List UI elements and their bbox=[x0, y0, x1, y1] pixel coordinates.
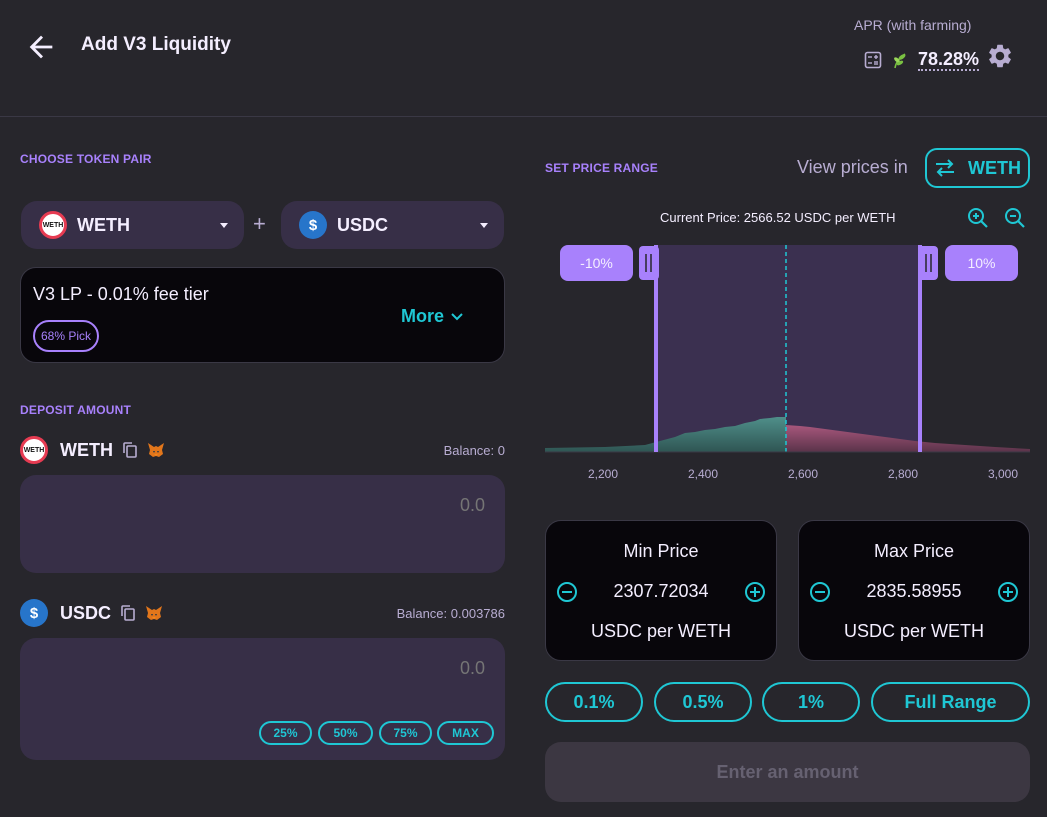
max-price-card: Max Price USDC per WETH bbox=[798, 520, 1030, 661]
min-decrement-icon[interactable] bbox=[556, 581, 578, 603]
apr-label: APR (with farming) bbox=[854, 17, 972, 33]
range-1-percent-button[interactable]: 1% bbox=[762, 682, 860, 722]
token-a-name: WETH bbox=[77, 214, 130, 235]
fee-tier-title: V3 LP - 0.01% fee tier bbox=[33, 284, 209, 304]
selected-range-area bbox=[656, 245, 920, 452]
max-price-input[interactable] bbox=[839, 581, 989, 602]
min-price-unit: USDC per WETH bbox=[590, 621, 731, 641]
choose-token-pair-label: CHOOSE TOKEN PAIR bbox=[20, 152, 152, 166]
max-price-unit: USDC per WETH bbox=[843, 621, 984, 641]
token-b-balance: Balance: 0.003786 bbox=[396, 606, 505, 621]
token-b-name: USDC bbox=[337, 214, 389, 235]
set-price-range-label: SET PRICE RANGE bbox=[545, 161, 659, 175]
axis-tick: 2,600 bbox=[788, 467, 818, 481]
deposit-token-b-row: $ USDC bbox=[20, 599, 163, 627]
metamask-fox-icon[interactable] bbox=[147, 441, 165, 459]
apr-value[interactable]: 78.28% bbox=[918, 49, 980, 71]
axis-tick: 2,200 bbox=[588, 467, 618, 481]
min-price-input[interactable] bbox=[586, 581, 736, 602]
usdc-logo-icon: $ bbox=[20, 599, 48, 627]
min-percent-tag: -10% bbox=[560, 245, 633, 281]
deposit-token-a-name: WETH bbox=[60, 439, 113, 460]
liquidity-bars-left bbox=[545, 417, 786, 452]
metamask-fox-icon[interactable] bbox=[145, 604, 163, 622]
chevron-down-icon bbox=[451, 312, 463, 320]
usdc-logo-icon: $ bbox=[299, 211, 327, 239]
weth-logo-icon: WETH bbox=[39, 211, 67, 239]
range-0-5-percent-button[interactable]: 0.5% bbox=[654, 682, 752, 722]
zoom-in-icon[interactable] bbox=[966, 206, 990, 230]
min-range-handle[interactable] bbox=[639, 246, 659, 280]
token-b-amount-input[interactable] bbox=[185, 658, 485, 679]
copy-icon[interactable] bbox=[119, 604, 137, 622]
calculator-icon[interactable] bbox=[864, 51, 882, 69]
swap-arrows-icon bbox=[936, 159, 954, 177]
current-price-text: Current Price: 2566.52 USDC per WETH bbox=[660, 210, 896, 225]
min-increment-icon[interactable] bbox=[744, 581, 766, 603]
token-a-balance: Balance: 0 bbox=[443, 443, 505, 458]
apr-row: 78.28% bbox=[864, 48, 980, 72]
more-label: More bbox=[401, 306, 445, 326]
max-percent-tag: 10% bbox=[945, 245, 1018, 281]
liquidity-bars-right bbox=[786, 425, 1030, 452]
token-b-select[interactable]: $ USDC bbox=[281, 201, 504, 249]
view-prices-toggle-button[interactable]: WETH bbox=[925, 148, 1030, 188]
zoom-out-icon[interactable] bbox=[1003, 206, 1027, 230]
axis-tick: 2,400 bbox=[688, 467, 718, 481]
deposit-token-b-name: USDC bbox=[60, 602, 112, 623]
page-title: Add V3 Liquidity bbox=[81, 34, 231, 55]
max-decrement-icon[interactable] bbox=[809, 581, 831, 603]
gear-icon[interactable] bbox=[986, 42, 1014, 70]
min-price-title: Min Price bbox=[623, 541, 699, 561]
weth-logo-icon: WETH bbox=[20, 436, 48, 464]
max-button[interactable]: MAX bbox=[437, 721, 494, 745]
token-a-amount-input[interactable] bbox=[185, 495, 485, 516]
chevron-down-icon bbox=[220, 222, 228, 228]
axis-tick: 2,800 bbox=[888, 467, 918, 481]
max-range-handle[interactable] bbox=[918, 246, 938, 280]
back-arrow-icon[interactable] bbox=[24, 30, 58, 64]
axis-tick: 3,000 bbox=[988, 467, 1018, 481]
token-a-amount-box bbox=[20, 475, 505, 573]
chevron-down-icon bbox=[480, 222, 488, 228]
price-range-chart: 2,200 2,400 2,600 2,800 3,000 -10% 10% bbox=[545, 245, 1030, 485]
percent-75-button[interactable]: 75% bbox=[379, 721, 432, 745]
liquidity-chart-svg: 2,200 2,400 2,600 2,800 3,000 bbox=[545, 245, 1030, 481]
fee-tier-card: V3 LP - 0.01% fee tier 68% Pick More bbox=[20, 267, 505, 363]
token-b-amount-box: 25% 50% 75% MAX bbox=[20, 638, 505, 760]
copy-icon[interactable] bbox=[121, 441, 139, 459]
min-price-card: Min Price USDC per WETH bbox=[545, 520, 777, 661]
plus-sign: + bbox=[253, 211, 266, 236]
max-increment-icon[interactable] bbox=[997, 581, 1019, 603]
percent-25-button[interactable]: 25% bbox=[259, 721, 312, 745]
token-a-select[interactable]: WETH WETH bbox=[21, 201, 244, 249]
max-price-title: Max Price bbox=[873, 541, 954, 561]
page-header: Add V3 Liquidity APR (with farming) 78.2… bbox=[0, 0, 1047, 117]
deposit-token-a-row: WETH WETH bbox=[20, 436, 165, 464]
range-0-1-percent-button[interactable]: 0.1% bbox=[545, 682, 643, 722]
view-prices-label: View prices in bbox=[797, 157, 908, 177]
farm-leaf-icon bbox=[894, 53, 906, 69]
pick-badge: 68% Pick bbox=[33, 320, 100, 352]
enter-amount-button[interactable]: Enter an amount bbox=[545, 742, 1030, 802]
percent-50-button[interactable]: 50% bbox=[318, 721, 373, 745]
more-button[interactable]: More bbox=[401, 306, 464, 327]
deposit-amount-label: DEPOSIT AMOUNT bbox=[20, 403, 132, 417]
full-range-button[interactable]: Full Range bbox=[871, 682, 1030, 722]
view-token-label: WETH bbox=[968, 157, 1021, 178]
